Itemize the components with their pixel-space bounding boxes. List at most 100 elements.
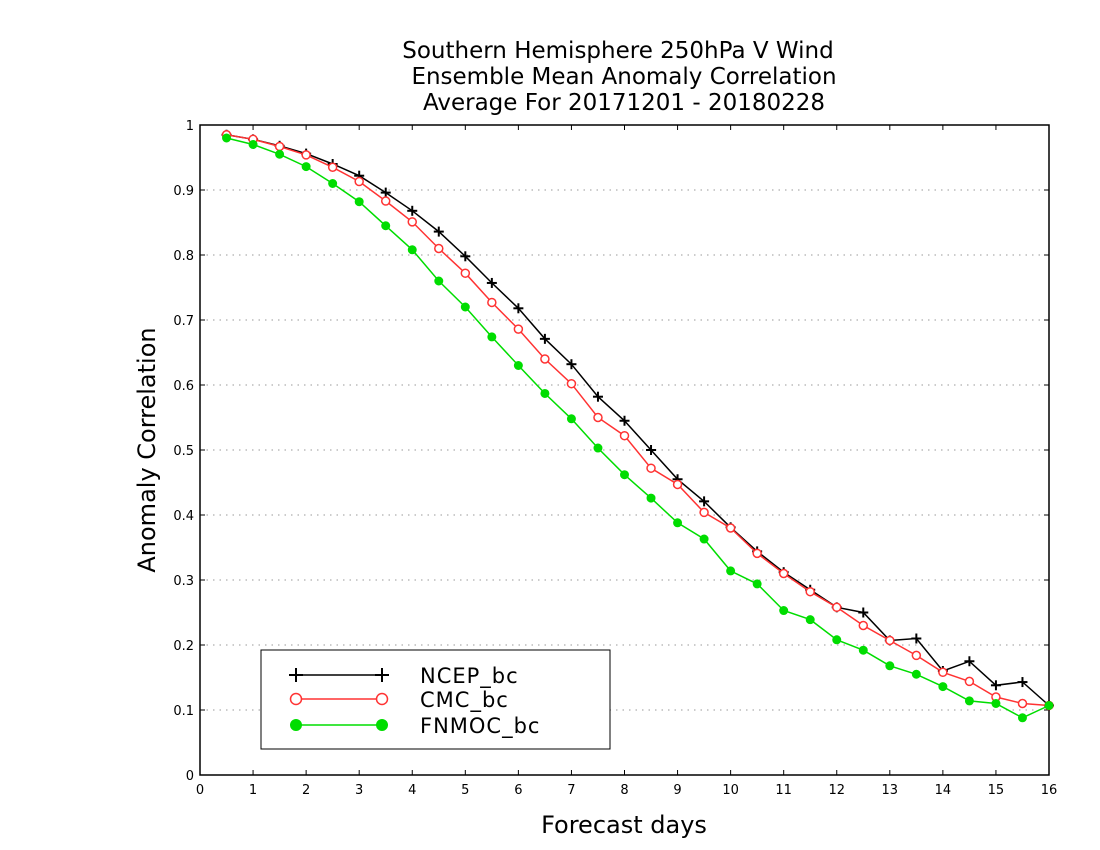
data-point-ncep-bc bbox=[858, 607, 869, 618]
data-point-fnmoc-bc bbox=[805, 615, 815, 625]
data-point-cmc-bc bbox=[434, 243, 444, 254]
x-tick-label: 7 bbox=[567, 783, 575, 798]
x-tick-label: 11 bbox=[775, 783, 792, 798]
data-point-fnmoc-bc bbox=[1017, 713, 1027, 723]
data-point-fnmoc-bc bbox=[673, 518, 683, 528]
y-tick-label: 0.1 bbox=[173, 704, 194, 719]
legend-marker-ncep-bc bbox=[289, 668, 303, 682]
data-point-cmc-bc bbox=[699, 507, 709, 518]
x-tick-label: 1 bbox=[249, 783, 257, 798]
data-point-fnmoc-bc bbox=[222, 133, 232, 143]
y-tick-label: 0.6 bbox=[173, 379, 194, 394]
data-point-cmc-bc bbox=[1017, 698, 1028, 709]
series-ncep-bc bbox=[221, 129, 1054, 711]
data-point-fnmoc-bc bbox=[434, 276, 444, 286]
data-point-fnmoc-bc bbox=[1044, 700, 1054, 710]
x-tick-label: 5 bbox=[461, 783, 469, 798]
y-tick-label: 0.7 bbox=[173, 314, 194, 329]
data-point-fnmoc-bc bbox=[699, 534, 709, 544]
data-point-ncep-bc bbox=[911, 633, 922, 644]
data-point-ncep-bc bbox=[460, 251, 471, 262]
legend-label-fnmoc: FNMOC_bc bbox=[420, 714, 540, 739]
data-point-cmc-bc bbox=[752, 548, 762, 559]
series-layer bbox=[221, 129, 1054, 723]
data-point-ncep-bc bbox=[486, 277, 497, 288]
data-point-ncep-bc bbox=[646, 445, 657, 455]
data-point-cmc-bc bbox=[805, 586, 815, 597]
x-axis-label: Forecast days bbox=[541, 811, 707, 839]
series-line-ncep-bc bbox=[226, 134, 1050, 707]
x-tick-label: 4 bbox=[408, 783, 416, 798]
y-tick-label: 1 bbox=[186, 119, 194, 134]
data-point-fnmoc-bc bbox=[248, 140, 258, 149]
legend-marker-fnmoc-bc bbox=[290, 719, 302, 731]
data-point-fnmoc-bc bbox=[540, 388, 550, 398]
x-tick-label: 6 bbox=[514, 783, 522, 798]
data-point-ncep-bc bbox=[380, 187, 391, 198]
data-point-fnmoc-bc bbox=[354, 197, 364, 207]
x-tick-label: 9 bbox=[673, 783, 681, 798]
data-point-ncep-bc bbox=[964, 656, 975, 667]
data-point-ncep-bc bbox=[513, 303, 524, 314]
data-point-cmc-bc bbox=[540, 354, 550, 364]
data-point-cmc-bc bbox=[566, 378, 577, 389]
data-point-fnmoc-bc bbox=[301, 162, 311, 172]
y-axis: 0 0.1 0.2 0.3 0.4 0.5 0.6 0.7 0.8 0.9 1 bbox=[173, 119, 1049, 784]
y-axis-label: Anomaly Correlation bbox=[133, 327, 161, 572]
data-point-ncep-bc bbox=[1017, 677, 1028, 688]
x-tick-label: 13 bbox=[882, 783, 899, 798]
x-tick-label: 0 bbox=[196, 783, 204, 798]
x-tick-label: 10 bbox=[722, 783, 739, 798]
data-point-cmc-bc bbox=[407, 217, 417, 227]
y-tick-label: 0.2 bbox=[173, 639, 194, 654]
data-point-cmc-bc bbox=[380, 196, 391, 206]
data-point-fnmoc-bc bbox=[726, 566, 736, 576]
data-point-cmc-bc bbox=[938, 667, 948, 678]
legend-label-cmc: CMC_bc bbox=[420, 688, 509, 713]
data-point-fnmoc-bc bbox=[832, 635, 842, 645]
data-point-fnmoc-bc bbox=[275, 149, 285, 159]
data-point-fnmoc-bc bbox=[911, 669, 921, 679]
x-axis: 0 1 2 3 4 5 6 7 8 9 10 11 12 13 14 15 16 bbox=[196, 125, 1057, 798]
data-point-cmc-bc bbox=[885, 635, 895, 646]
data-point-fnmoc-bc bbox=[858, 645, 868, 655]
data-point-ncep-bc bbox=[433, 226, 444, 237]
legend-entry-ncep-bc bbox=[289, 668, 389, 682]
y-tick-label: 0.3 bbox=[173, 574, 194, 589]
x-tick-label: 16 bbox=[1041, 783, 1058, 798]
y-tick-label: 0 bbox=[186, 769, 194, 784]
legend-entries bbox=[289, 668, 389, 731]
x-tick-label: 2 bbox=[302, 783, 310, 798]
data-point-cmc-bc bbox=[911, 650, 922, 661]
legend-entry-cmc-bc bbox=[289, 692, 389, 706]
data-point-fnmoc-bc bbox=[407, 245, 417, 255]
data-point-ncep-bc bbox=[539, 333, 550, 344]
data-point-ncep-bc bbox=[592, 391, 603, 402]
chart-title: Southern Hemisphere 250hPa V Wind Ensemb… bbox=[402, 38, 836, 116]
legend-marker-cmc-bc bbox=[375, 692, 389, 706]
data-point-fnmoc-bc bbox=[752, 579, 762, 589]
y-tick-label: 0.4 bbox=[173, 509, 194, 524]
data-point-cmc-bc bbox=[832, 602, 842, 613]
data-point-fnmoc-bc bbox=[328, 179, 338, 188]
data-point-cmc-bc bbox=[858, 620, 869, 631]
x-tick-label: 14 bbox=[935, 783, 952, 798]
series-fnmoc-bc bbox=[222, 133, 1054, 723]
data-point-fnmoc-bc bbox=[938, 682, 948, 692]
data-point-fnmoc-bc bbox=[487, 332, 497, 342]
gridlines bbox=[200, 189, 1049, 711]
data-point-ncep-bc bbox=[990, 680, 1001, 691]
data-point-fnmoc-bc bbox=[991, 699, 1001, 708]
data-point-fnmoc-bc bbox=[885, 661, 895, 671]
data-point-fnmoc-bc bbox=[381, 221, 391, 231]
data-point-cmc-bc bbox=[778, 568, 789, 579]
y-tick-label: 0.8 bbox=[173, 249, 194, 264]
x-tick-label: 12 bbox=[828, 783, 845, 798]
chart-title-line-3: Average For 20171201 - 20180228 bbox=[423, 90, 825, 116]
legend: NCEP_bc CMC_bc FNMOC_bc bbox=[260, 649, 611, 750]
data-point-fnmoc-bc bbox=[620, 470, 629, 480]
data-point-cmc-bc bbox=[725, 523, 736, 533]
data-point-ncep-bc bbox=[619, 415, 630, 426]
series-line-fnmoc-bc bbox=[226, 137, 1050, 719]
